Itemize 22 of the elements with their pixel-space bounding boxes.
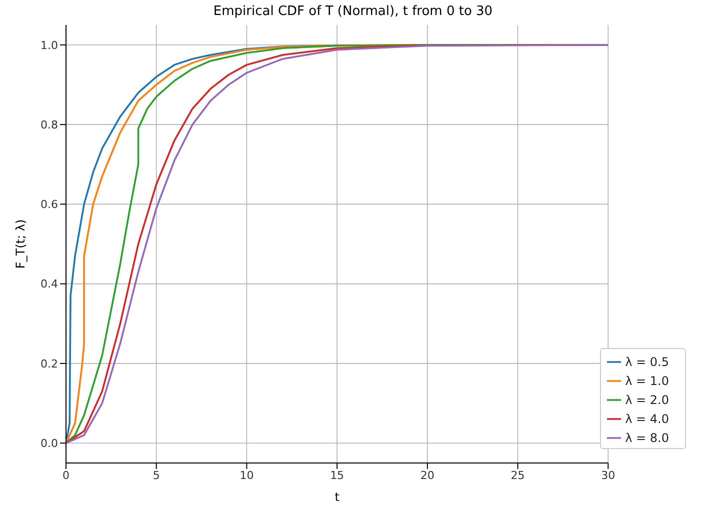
x-tick-label: 30 — [601, 468, 616, 482]
x-tick-label: 5 — [152, 468, 160, 482]
y-tick-label: 0.4 — [40, 278, 58, 291]
y-tick-label: 0.6 — [40, 198, 58, 212]
y-tick-label: 0.8 — [40, 118, 58, 132]
legend-label: λ = 4.0 — [625, 412, 669, 426]
y-axis-title: F_T(t; λ) — [13, 219, 28, 269]
x-tick-label: 20 — [420, 468, 434, 482]
legend-label: λ = 2.0 — [625, 393, 669, 407]
y-tick-label: 0.2 — [40, 357, 58, 370]
x-tick-label: 25 — [510, 468, 525, 482]
legend-label: λ = 1.0 — [625, 374, 669, 388]
line-series — [66, 44, 608, 444]
chart-title: Empirical CDF of T (Normal), t from 0 to 30 — [212, 4, 494, 19]
legend-label: λ = 8.0 — [625, 431, 669, 445]
y-tick-label: 1.0 — [40, 38, 58, 52]
x-tick-label: 0 — [62, 468, 70, 482]
x-axis-title: t — [334, 490, 340, 504]
legend-label: λ = 0.5 — [625, 355, 669, 369]
x-tick-label: 10 — [240, 468, 254, 482]
x-tick-label: 15 — [330, 468, 344, 482]
y-tick-label: 0.0 — [40, 436, 58, 450]
